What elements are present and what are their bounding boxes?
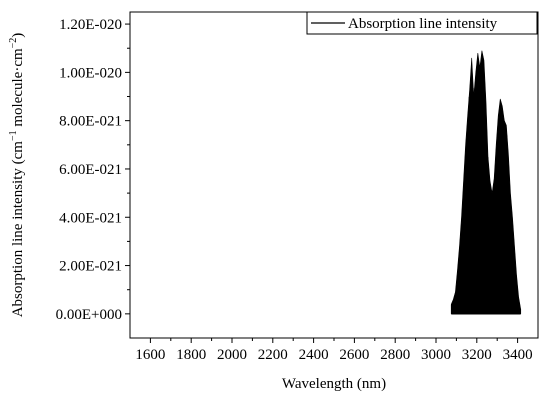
legend-box <box>306 11 538 35</box>
y-axis-label-suffix: ) <box>10 33 26 38</box>
y-axis-label-sup1: −1 <box>8 130 19 141</box>
y-tick-label: 6.00E-021 <box>59 162 122 178</box>
y-tick-label: 1.00E-020 <box>59 65 122 81</box>
legend-label: Absorption line intensity <box>348 16 498 32</box>
y-axis: 0.00E+000 2.00E-021 4.00E-021 6.00E-021 8.00… <box>56 17 130 323</box>
y-axis-label: Absorption line intensity (cm−1 molecule… <box>8 33 26 318</box>
x-tick-label: 2200 <box>258 347 288 363</box>
x-axis: 1600 1800 2000 2200 2400 2600 2800 3000 3200 3400 <box>135 338 533 363</box>
y-tick-label: 0.00E+000 <box>56 307 122 323</box>
y-axis-label-prefix: Absorption line intensity (cm <box>10 141 26 318</box>
x-axis-label: Wavelength (nm) <box>282 376 386 392</box>
x-tick-label: 2400 <box>299 347 329 363</box>
x-tick-label: 3400 <box>503 347 533 363</box>
y-tick-label: 2.00E-021 <box>59 259 122 275</box>
y-tick-label: 8.00E-021 <box>59 114 122 130</box>
series-absorption-line-intensity <box>450 50 522 315</box>
x-tick-label: 3200 <box>462 347 492 363</box>
x-tick-label: 3000 <box>421 347 451 363</box>
legend: Absorption line intensity <box>306 11 538 35</box>
y-axis-label-sup2: −2 <box>8 38 19 49</box>
y-tick-label: 1.20E-020 <box>59 17 122 33</box>
x-tick-label: 1800 <box>176 347 206 363</box>
x-tick-label: 1600 <box>135 347 165 363</box>
x-tick-label: 2600 <box>339 347 369 363</box>
x-tick-label: 2000 <box>217 347 247 363</box>
y-tick-label: 4.00E-021 <box>59 210 122 226</box>
x-tick-label: 2800 <box>380 347 410 363</box>
y-axis-label-middle: molecule·cm <box>10 48 26 130</box>
